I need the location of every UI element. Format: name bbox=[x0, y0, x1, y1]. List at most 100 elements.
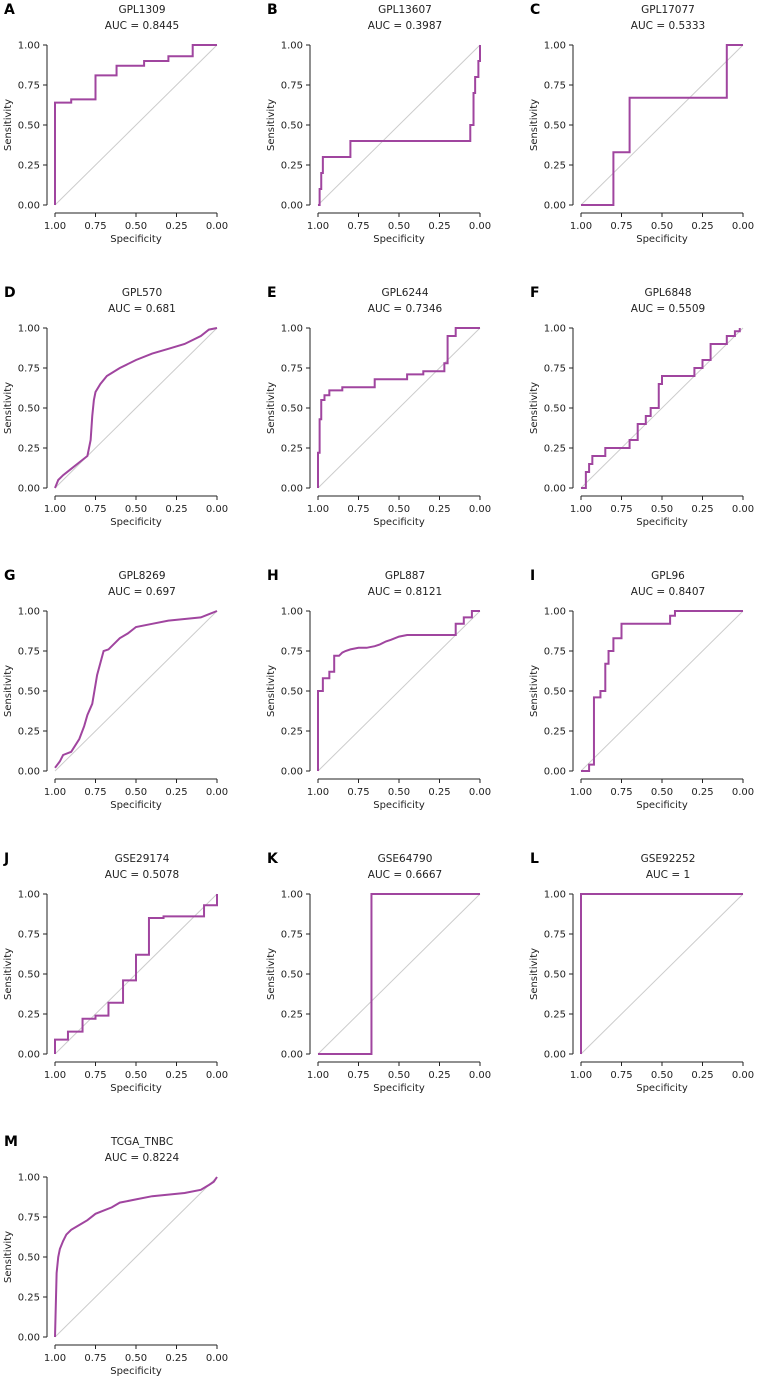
chart-title: GPL570 bbox=[122, 287, 162, 299]
roc-chart-a: A GPL1309 AUC = 0.8445 0.00 0.25 0.50 0.75 1.00… bbox=[3, 2, 228, 245]
roc-panel-a: A GPL1309 AUC = 0.8445 0.00 0.25 0.50 0.75 1.00… bbox=[0, 0, 252, 268]
roc-chart-b: B GPL13607 AUC = 0.3987 0.00 0.25 0.50 0.75 1.0… bbox=[266, 2, 491, 245]
reference-diagonal bbox=[580, 610, 744, 772]
x-tick-label: 0.75 bbox=[84, 221, 106, 232]
roc-panel-g: G GPL8269 AUC = 0.697 0.00 0.25 0.50 0.75 1.00 1… bbox=[0, 566, 252, 834]
roc-chart-h: H GPL887 AUC = 0.8121 0.00 0.25 0.50 0.75 1.00 1… bbox=[266, 568, 491, 811]
x-tick-label: 0.25 bbox=[165, 787, 187, 798]
y-tick-label: 0.75 bbox=[281, 81, 303, 92]
roc-chart-c: C GPL17077 AUC = 0.5333 0.00 0.25 0.50 0.75 1.0… bbox=[529, 2, 754, 245]
roc-panel-l: L GSE92252 AUC = 1 0.00 0.25 0.50 0.75 1.00 1.00… bbox=[526, 849, 757, 1117]
x-tick-label: 1.00 bbox=[307, 221, 329, 232]
roc-curve-line bbox=[581, 328, 741, 489]
roc-curve-line bbox=[54, 327, 218, 489]
x-tick-label: 1.00 bbox=[44, 1070, 66, 1081]
y-tick-label: 0.25 bbox=[18, 444, 40, 455]
x-tick-label: 0.75 bbox=[84, 1070, 106, 1081]
y-tick-label: 0.25 bbox=[18, 1293, 40, 1304]
y-tick-label: 0.00 bbox=[18, 484, 40, 495]
chart-title: GSE92252 bbox=[641, 853, 696, 865]
y-tick-label: 0.75 bbox=[18, 81, 40, 92]
chart-auc-subtitle: AUC = 0.681 bbox=[108, 303, 176, 315]
x-tick-label: 0.25 bbox=[691, 504, 713, 515]
panel-letter: A bbox=[4, 2, 15, 18]
y-tick-label: 0.00 bbox=[281, 767, 303, 778]
y-axis-label: Sensitivity bbox=[266, 665, 277, 717]
chart-auc-subtitle: AUC = 0.8121 bbox=[368, 586, 442, 598]
chart-title: GPL6848 bbox=[644, 287, 691, 299]
x-tick-label: 0.50 bbox=[651, 504, 673, 515]
roc-chart-d: D GPL570 AUC = 0.681 0.00 0.25 0.50 0.75 1.00 1.… bbox=[3, 285, 228, 528]
x-tick-label: 0.75 bbox=[610, 1070, 632, 1081]
reference-diagonal bbox=[580, 893, 744, 1055]
y-tick-label: 1.00 bbox=[18, 324, 40, 335]
y-tick-label: 1.00 bbox=[544, 41, 566, 52]
y-tick-label: 1.00 bbox=[281, 607, 303, 618]
x-tick-label: 0.75 bbox=[610, 787, 632, 798]
x-tick-label: 0.00 bbox=[732, 787, 754, 798]
roc-chart-j: J GSE29174 AUC = 0.5078 0.00 0.25 0.50 0.75 1.0… bbox=[3, 851, 228, 1094]
y-tick-label: 0.25 bbox=[281, 161, 303, 172]
y-tick-label: 0.25 bbox=[544, 727, 566, 738]
x-tick-label: 0.25 bbox=[428, 787, 450, 798]
roc-chart-g: G GPL8269 AUC = 0.697 0.00 0.25 0.50 0.75 1.00 1… bbox=[3, 568, 228, 811]
x-tick-label: 0.00 bbox=[206, 787, 228, 798]
x-tick-label: 1.00 bbox=[44, 787, 66, 798]
x-tick-label: 0.00 bbox=[732, 504, 754, 515]
x-tick-label: 0.00 bbox=[469, 787, 491, 798]
x-tick-label: 0.75 bbox=[347, 504, 369, 515]
chart-title: GSE29174 bbox=[115, 853, 170, 865]
x-tick-label: 0.25 bbox=[165, 504, 187, 515]
chart-auc-subtitle: AUC = 0.8224 bbox=[105, 1152, 180, 1164]
roc-chart-e: E GPL6244 AUC = 0.7346 0.00 0.25 0.50 0.75 1.00… bbox=[266, 285, 491, 528]
panel-letter: L bbox=[530, 851, 539, 867]
roc-panel-j: J GSE29174 AUC = 0.5078 0.00 0.25 0.50 0.75 1.0… bbox=[0, 849, 252, 1117]
x-tick-label: 0.50 bbox=[125, 787, 147, 798]
y-tick-label: 0.75 bbox=[18, 364, 40, 375]
roc-panel-f: F GPL6848 AUC = 0.5509 0.00 0.25 0.50 0.75 1.00… bbox=[526, 283, 757, 551]
y-tick-label: 0.75 bbox=[281, 647, 303, 658]
x-tick-label: 0.50 bbox=[125, 1353, 147, 1364]
y-tick-label: 0.00 bbox=[544, 767, 566, 778]
x-tick-label: 0.75 bbox=[347, 1070, 369, 1081]
roc-curve-line bbox=[580, 893, 743, 1054]
reference-diagonal bbox=[317, 893, 481, 1055]
chart-title: GPL887 bbox=[385, 570, 425, 582]
y-tick-label: 0.25 bbox=[281, 444, 303, 455]
y-tick-label: 0.50 bbox=[18, 970, 40, 981]
chart-title: GPL17077 bbox=[641, 4, 695, 16]
roc-curve-line bbox=[318, 45, 481, 206]
x-tick-label: 1.00 bbox=[570, 221, 592, 232]
x-tick-label: 0.25 bbox=[428, 1070, 450, 1081]
y-axis-label: Sensitivity bbox=[266, 99, 277, 151]
roc-panel-h: H GPL887 AUC = 0.8121 0.00 0.25 0.50 0.75 1.00 1… bbox=[263, 566, 515, 834]
roc-curve-line bbox=[54, 610, 218, 769]
y-tick-label: 1.00 bbox=[18, 1173, 40, 1184]
panel-letter: E bbox=[267, 285, 277, 301]
y-tick-label: 0.50 bbox=[544, 121, 566, 132]
x-tick-label: 0.25 bbox=[165, 1353, 187, 1364]
y-tick-label: 0.50 bbox=[281, 121, 303, 132]
x-tick-label: 1.00 bbox=[307, 787, 329, 798]
x-axis-label: Specificity bbox=[110, 517, 162, 528]
x-axis-label: Specificity bbox=[636, 1083, 688, 1094]
x-tick-label: 0.75 bbox=[610, 221, 632, 232]
y-axis-label: Sensitivity bbox=[3, 1231, 14, 1283]
panel-letter: F bbox=[530, 285, 540, 301]
x-tick-label: 0.50 bbox=[651, 1070, 673, 1081]
roc-panel-i: I GPL96 AUC = 0.8407 0.00 0.25 0.50 0.75 1.00 1.… bbox=[526, 566, 757, 834]
y-tick-label: 0.00 bbox=[18, 767, 40, 778]
y-tick-label: 0.50 bbox=[281, 404, 303, 415]
x-tick-label: 0.25 bbox=[691, 1070, 713, 1081]
roc-panel-b: B GPL13607 AUC = 0.3987 0.00 0.25 0.50 0.75 1.0… bbox=[263, 0, 515, 268]
y-tick-label: 0.25 bbox=[281, 727, 303, 738]
y-tick-label: 0.25 bbox=[18, 1010, 40, 1021]
x-tick-label: 0.75 bbox=[610, 504, 632, 515]
y-axis-label: Sensitivity bbox=[266, 382, 277, 434]
y-tick-label: 1.00 bbox=[18, 41, 40, 52]
y-axis-label: Sensitivity bbox=[3, 665, 14, 717]
x-tick-label: 0.00 bbox=[206, 504, 228, 515]
x-tick-label: 0.75 bbox=[347, 221, 369, 232]
y-tick-label: 0.75 bbox=[18, 930, 40, 941]
y-tick-label: 1.00 bbox=[281, 324, 303, 335]
